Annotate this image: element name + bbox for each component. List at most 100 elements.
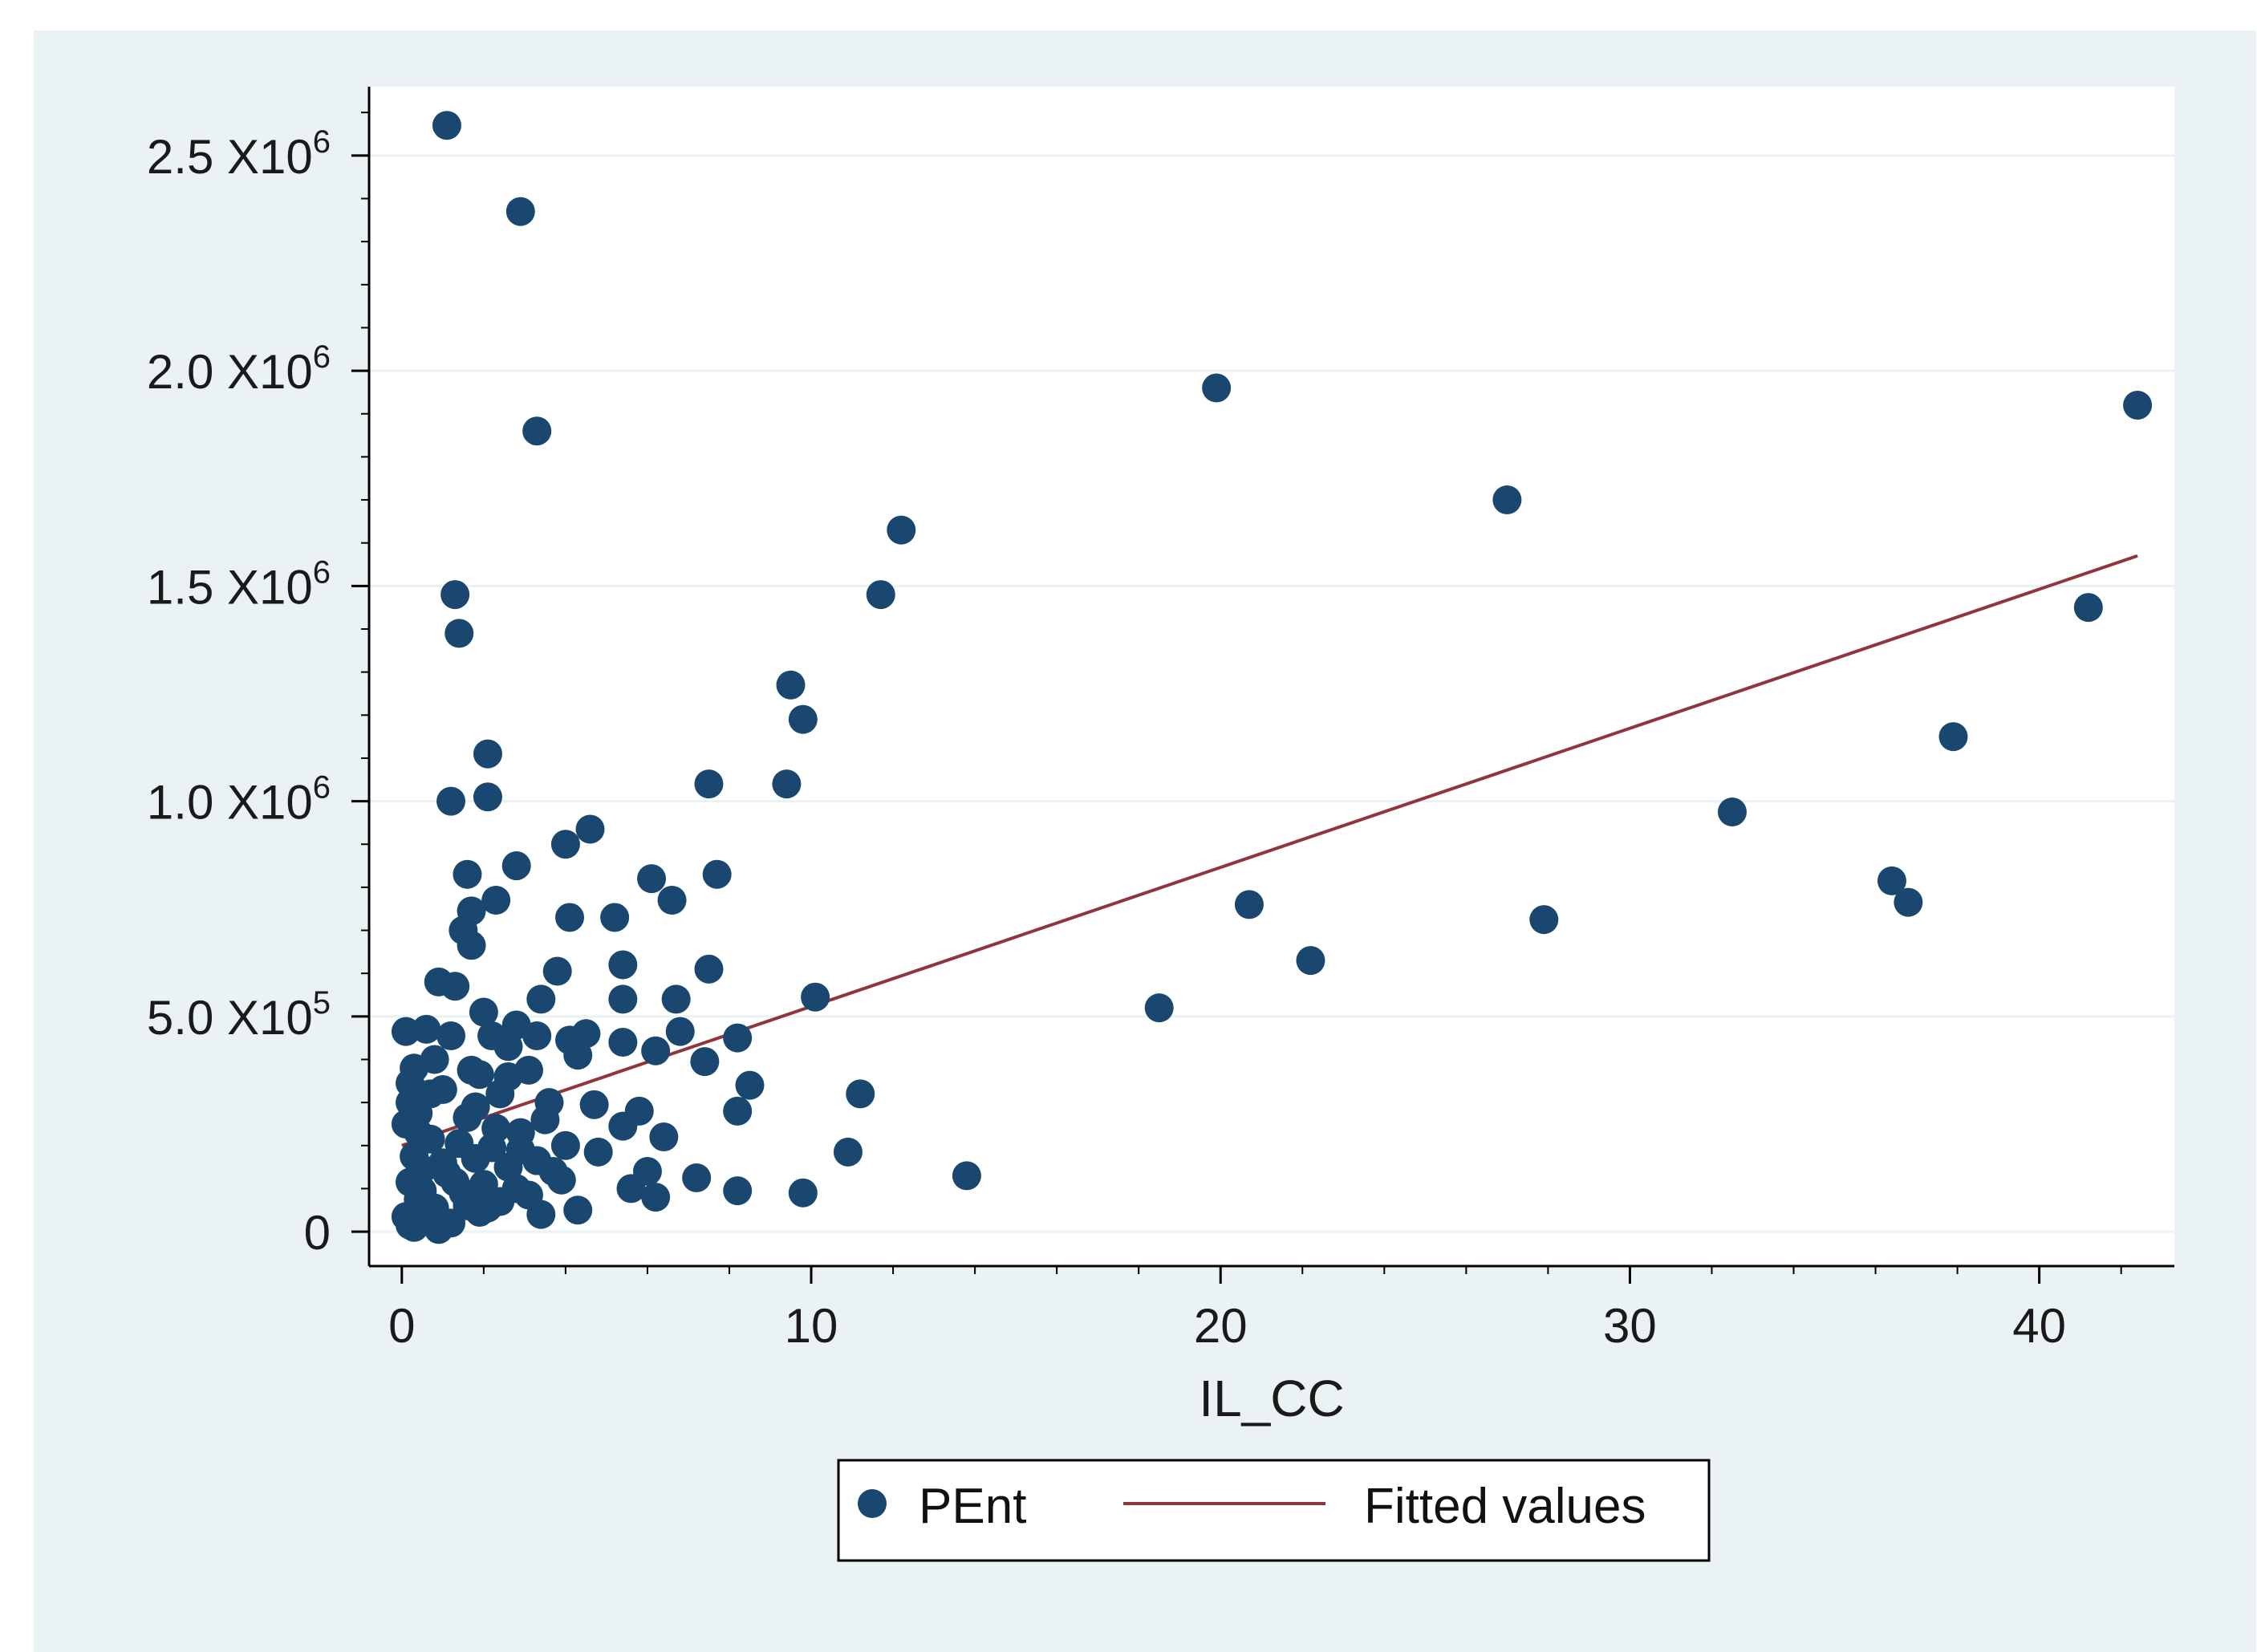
scatter-point-25	[702, 859, 732, 889]
x-tick-label-2: 20	[1194, 1299, 1248, 1353]
scatter-point-110	[526, 1199, 556, 1229]
scatter-point-100	[723, 1176, 753, 1206]
scatter-point-128	[473, 1193, 502, 1223]
scatter-point-12	[788, 704, 818, 734]
scatter-point-18	[473, 782, 502, 812]
scatter-point-54	[436, 1021, 466, 1050]
scatter-point-3	[1202, 373, 1232, 403]
scatter-point-129	[420, 1045, 449, 1074]
scatter-point-131	[538, 1156, 568, 1186]
scatter-point-15	[694, 769, 724, 799]
scatter-point-32	[555, 903, 584, 932]
scatter-point-130	[505, 1135, 535, 1165]
scatter-point-51	[391, 1017, 420, 1046]
x-tick-label-3: 30	[1603, 1299, 1657, 1353]
scatter-point-1	[505, 197, 535, 226]
scatter-point-66	[735, 1070, 765, 1100]
scatter-point-85	[833, 1137, 863, 1167]
scatter-point-133	[477, 1021, 507, 1050]
scatter-point-126	[404, 1118, 433, 1147]
scatter-point-37	[1296, 946, 1325, 976]
scatter-point-122	[461, 1092, 490, 1122]
scatter-point-34	[1529, 905, 1559, 935]
legend: PEnt Fitted values	[837, 1459, 1711, 1562]
x-tick-label-1: 10	[785, 1299, 838, 1353]
scatter-point-95	[682, 1163, 712, 1193]
scatter-point-24	[637, 864, 667, 894]
scatter-point-5	[1492, 485, 1522, 515]
scatter-point-4	[2123, 391, 2153, 420]
scatter-point-31	[1234, 890, 1264, 919]
scatter-point-62	[690, 1047, 720, 1077]
scatter-point-80	[649, 1122, 679, 1152]
scatter-point-127	[440, 1167, 470, 1197]
scatter-point-73	[723, 1096, 753, 1126]
scatter-point-104	[641, 1183, 671, 1212]
scatter-point-48	[469, 997, 498, 1027]
scatter-point-36	[457, 931, 486, 960]
scatter-point-2	[522, 416, 552, 446]
scatter-point-39	[694, 954, 724, 984]
scatter-point-11	[776, 670, 806, 700]
scatter-point-58	[608, 1028, 638, 1057]
scatter-point-115	[424, 1215, 453, 1244]
scatter-point-116	[396, 1211, 425, 1240]
scatter-point-99	[616, 1174, 646, 1203]
scatter-point-33	[600, 903, 630, 932]
scatter-point-46	[608, 984, 638, 1014]
scatter-point-94	[952, 1161, 981, 1191]
scatter-point-70	[846, 1079, 875, 1109]
scatter-point-10	[2073, 593, 2103, 623]
legend-marker-icon	[858, 1489, 887, 1518]
scatter-point-45	[801, 982, 830, 1012]
y-tick-label-3: 1.5 X106	[147, 554, 331, 614]
scatter-point-22	[501, 851, 531, 881]
legend-box	[837, 1459, 1711, 1562]
y-tick-label-1: 5.0 X105	[147, 985, 331, 1045]
scatter-point-28	[481, 885, 511, 915]
scatter-point-59	[641, 1036, 671, 1065]
scatter-point-47	[1144, 993, 1174, 1023]
scatter-point-78	[608, 1111, 638, 1141]
y-tick-label-0: 0	[304, 1206, 331, 1260]
scatter-point-14	[473, 739, 502, 769]
scatter-point-42	[440, 972, 470, 1001]
scatter-point-125	[534, 1088, 564, 1118]
scatter-point-53	[522, 1021, 552, 1050]
scatter-point-88	[461, 1143, 490, 1173]
scatter-point-6	[887, 515, 916, 545]
scatter-point-44	[661, 984, 691, 1014]
scatter-point-29	[657, 885, 687, 915]
scatter-point-86	[583, 1137, 613, 1167]
grid-lines	[369, 154, 2174, 1233]
fit-line-layer	[401, 554, 2138, 1147]
legend-label-fitted-values: Fitted values	[1364, 1479, 1646, 1534]
scatter-point-20	[575, 814, 605, 844]
scatter-point-13	[1938, 722, 1968, 752]
scatter-point-16	[772, 769, 802, 799]
scatter-point-7	[866, 580, 895, 610]
scatter-point-118	[501, 1174, 531, 1203]
plot-area	[369, 87, 2174, 1266]
scatter-point-8	[440, 580, 470, 610]
scatter-point-40	[542, 956, 572, 986]
scatter-point-132	[457, 1055, 486, 1085]
scatter-point-21	[550, 830, 580, 859]
scatter-point-71	[579, 1090, 609, 1119]
scatter-point-9	[444, 619, 474, 648]
scatter-point-134	[396, 1088, 425, 1118]
fitted-values-line	[401, 554, 2138, 1147]
scatter-point-0	[432, 111, 461, 140]
scatter-point-119	[408, 1176, 437, 1206]
x-axis-title: IL_CC	[1199, 1370, 1344, 1427]
scatter-point-38	[608, 950, 638, 980]
y-tick-label-5: 2.5 X106	[147, 124, 331, 184]
scatter-point-61	[563, 1041, 593, 1070]
scatter-point-43	[526, 984, 556, 1014]
scatter-point-101	[788, 1178, 818, 1208]
scatter-points	[391, 111, 2153, 1244]
scatter-point-83	[550, 1130, 580, 1160]
x-tick-label-0: 0	[388, 1299, 415, 1353]
scatter-point-17	[436, 786, 466, 816]
scatter-point-23	[453, 859, 482, 889]
